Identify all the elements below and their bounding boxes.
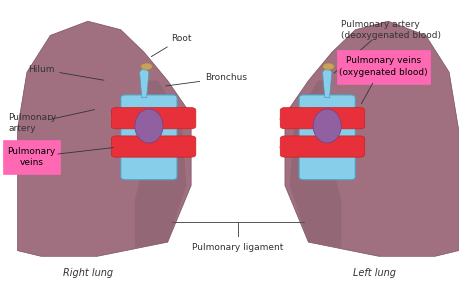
FancyBboxPatch shape (299, 95, 356, 180)
Polygon shape (135, 81, 186, 248)
Ellipse shape (323, 63, 335, 70)
Ellipse shape (135, 109, 163, 143)
Polygon shape (139, 67, 149, 98)
Text: Right lung: Right lung (63, 268, 113, 278)
Text: Pulmonary artery
(deoxygenated blood): Pulmonary artery (deoxygenated blood) (341, 20, 441, 40)
Polygon shape (322, 67, 332, 98)
FancyBboxPatch shape (280, 108, 365, 129)
Polygon shape (290, 81, 341, 248)
Text: Bronchus: Bronchus (166, 73, 247, 86)
FancyBboxPatch shape (111, 108, 196, 129)
FancyBboxPatch shape (337, 49, 430, 84)
Text: Pulmonary
artery: Pulmonary artery (8, 113, 56, 133)
Polygon shape (18, 21, 191, 256)
FancyBboxPatch shape (280, 136, 365, 157)
FancyBboxPatch shape (121, 95, 177, 180)
FancyBboxPatch shape (111, 136, 196, 157)
Ellipse shape (141, 63, 153, 70)
Text: Root: Root (151, 34, 192, 57)
FancyBboxPatch shape (3, 140, 60, 174)
Text: Pulmonary
veins: Pulmonary veins (8, 147, 56, 167)
Text: Pulmonary ligament: Pulmonary ligament (192, 243, 284, 252)
Text: Left lung: Left lung (353, 268, 396, 278)
Text: Hilum: Hilum (28, 65, 104, 80)
Text: Pulmonary veins
(oxygenated blood): Pulmonary veins (oxygenated blood) (339, 56, 428, 77)
Ellipse shape (313, 109, 341, 143)
Polygon shape (285, 21, 458, 256)
